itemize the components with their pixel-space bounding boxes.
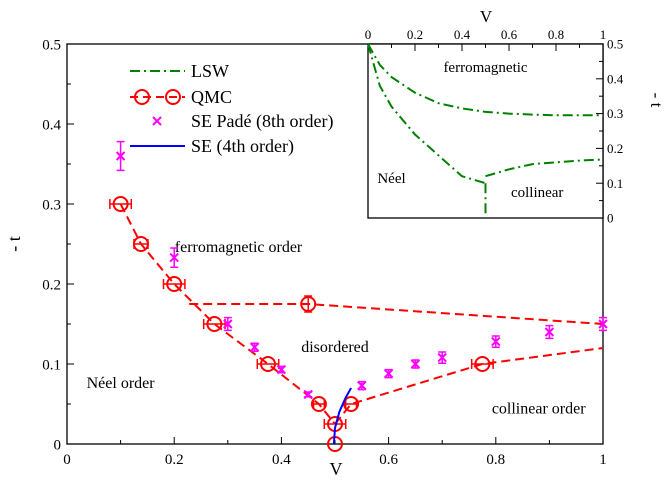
inset-lsw-line — [485, 158, 604, 178]
main-se-pade-point — [544, 327, 555, 337]
inset-xtick-label: 0 — [365, 27, 372, 42]
main-x-axis-label: V — [330, 459, 343, 479]
inset-plot: 0 0.2 0.4 0.6 0.8 1 0 0.1 0.2 0.3 0.4 0.5 V - t ferrom… — [365, 7, 666, 226]
legend-label-se-pade: SE Padé (8th order) — [191, 111, 333, 132]
inset-ytick-label: 0.3 — [607, 106, 623, 121]
main-xtick-label: 1 — [599, 452, 607, 468]
main-ytick-label: 0 — [54, 437, 62, 453]
inset-region-label: Néel — [377, 171, 405, 187]
main-qmc-point — [310, 396, 327, 412]
legend-item-se4: SE (4th order) — [130, 136, 294, 157]
legend-item-qmc: QMC — [130, 87, 232, 107]
main-xtick-label: 0.4 — [272, 452, 291, 468]
inset-ytick-label: 0.4 — [607, 71, 624, 86]
main-se4-line — [332, 387, 352, 445]
main-xtick-label: 0.2 — [165, 452, 184, 468]
main-se-pade-point — [410, 359, 421, 369]
main-xtick-label: 0 — [63, 452, 71, 468]
main-xtick-label: 0.8 — [486, 452, 505, 468]
legend-label-se4: SE (4th order) — [191, 136, 294, 157]
main-ytick-label: 0.1 — [42, 357, 61, 373]
main-se-pade-point — [598, 319, 608, 329]
main-se-pade-point — [383, 368, 394, 379]
main-se-pade-point — [115, 151, 126, 161]
main-se-pade-point — [303, 389, 313, 400]
main-se-pade-point — [249, 342, 260, 352]
legend-item-se-pade: SE Padé (8th order) — [152, 111, 333, 132]
inset-ytick-label: 0.2 — [607, 141, 623, 156]
main-se-pade-point — [437, 352, 447, 363]
main-qmc-point — [206, 316, 223, 332]
inset-ytick-label: 0.5 — [607, 37, 623, 52]
main-se-pade-point — [491, 336, 501, 347]
main-qmc-point — [260, 356, 276, 372]
inset-xtick-label: 1 — [600, 27, 607, 42]
legend-marker-se-pade — [152, 116, 162, 126]
main-qmc-point — [132, 236, 149, 252]
main-xtick-label: 0.6 — [379, 452, 398, 468]
main-ytick-label: 0.4 — [42, 117, 61, 133]
legend-label-qmc: QMC — [191, 87, 232, 107]
inset-lsw-line — [367, 43, 486, 185]
inset-x-axis-label: V — [480, 7, 493, 26]
main-qmc-point — [166, 276, 183, 292]
main-ytick-label: 0.2 — [42, 277, 61, 293]
main-region-label: disordered — [301, 339, 369, 356]
inset-xtick-label: 0.6 — [501, 27, 518, 42]
inset-xtick-label: 0.4 — [454, 27, 471, 42]
main-region-label: ferromagnetic order — [175, 239, 303, 256]
main-se-pade-point — [169, 252, 179, 263]
inset-region-label: collinear — [511, 185, 563, 201]
inset-ytick-label: 0 — [607, 211, 614, 226]
legend-item-lsw: LSW — [130, 61, 229, 81]
inset-xtick-label: 0.2 — [407, 27, 423, 42]
main-region-label: Néel order — [87, 375, 156, 392]
legend-label-lsw: LSW — [191, 61, 229, 81]
legend: LSW QMC SE Padé (8th order) SE (4th orde… — [130, 61, 333, 157]
main-qmc-point — [112, 196, 129, 212]
legend-marker-qmc-left — [134, 89, 150, 105]
main-region-label: collinear order — [492, 401, 586, 418]
inset-region-label: ferromagnetic — [443, 60, 527, 76]
main-qmc-point — [300, 296, 317, 312]
main-qmc-point — [474, 356, 491, 372]
inset-y-axis-label: - t — [647, 93, 666, 108]
main-qmc-point — [343, 396, 360, 412]
legend-marker-qmc-right — [165, 89, 181, 105]
inset-ytick-label: 0.1 — [607, 176, 623, 191]
main-y-axis-label: - t — [4, 236, 24, 252]
main-ytick-label: 0.5 — [42, 37, 61, 53]
main-ytick-label: 0.3 — [42, 197, 61, 213]
main-se-pade-point — [276, 364, 287, 375]
main-se-pade-point — [223, 319, 233, 329]
main-se-pade-point — [357, 380, 367, 391]
inset-xtick-label: 0.8 — [548, 27, 564, 42]
